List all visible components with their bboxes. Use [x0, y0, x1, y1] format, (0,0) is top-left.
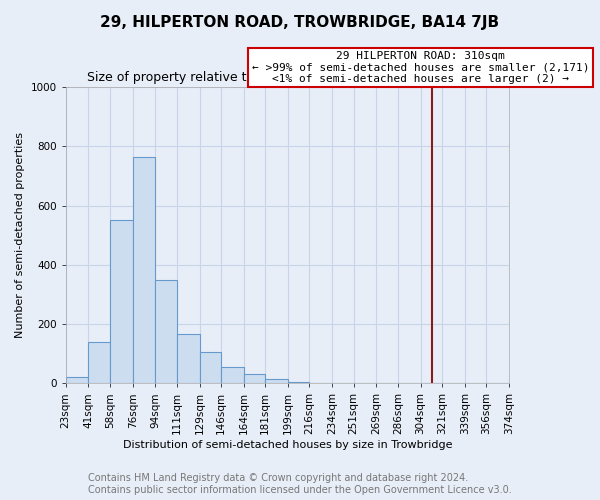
Bar	[155, 280, 177, 384]
Bar	[110, 220, 133, 384]
Bar	[221, 367, 244, 384]
Bar	[244, 374, 265, 384]
Bar	[265, 379, 288, 384]
Bar	[310, 382, 332, 384]
Bar	[88, 342, 110, 384]
X-axis label: Distribution of semi-detached houses by size in Trowbridge: Distribution of semi-detached houses by …	[122, 440, 452, 450]
Bar	[177, 334, 200, 384]
Y-axis label: Number of semi-detached properties: Number of semi-detached properties	[15, 132, 25, 338]
Bar	[133, 156, 155, 384]
Text: 29 HILPERTON ROAD: 310sqm
← >99% of semi-detached houses are smaller (2,171)
<1%: 29 HILPERTON ROAD: 310sqm ← >99% of semi…	[252, 51, 589, 84]
Bar	[288, 382, 310, 384]
Bar	[66, 378, 88, 384]
Text: Contains HM Land Registry data © Crown copyright and database right 2024.
Contai: Contains HM Land Registry data © Crown c…	[88, 474, 512, 495]
Title: Size of property relative to semi-detached houses in Trowbridge: Size of property relative to semi-detach…	[87, 72, 488, 85]
Text: 29, HILPERTON ROAD, TROWBRIDGE, BA14 7JB: 29, HILPERTON ROAD, TROWBRIDGE, BA14 7JB	[100, 15, 500, 30]
Bar	[200, 352, 221, 384]
